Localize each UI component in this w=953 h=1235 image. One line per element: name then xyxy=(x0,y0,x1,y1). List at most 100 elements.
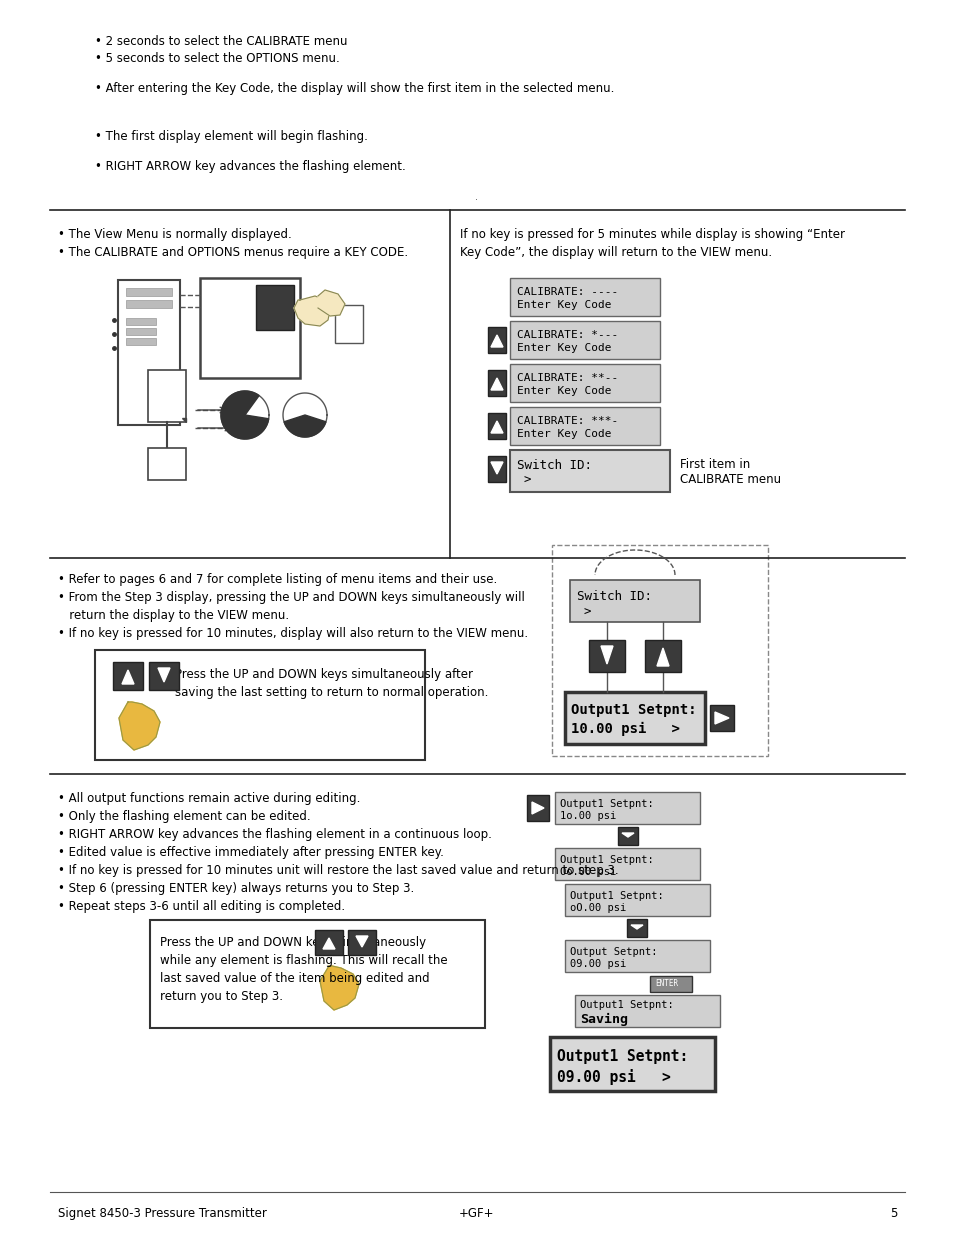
Bar xyxy=(148,448,186,480)
Text: Enter Key Code: Enter Key Code xyxy=(517,429,611,438)
Bar xyxy=(649,976,691,992)
Bar xyxy=(569,580,700,622)
Bar xyxy=(564,692,704,743)
Bar xyxy=(150,920,484,1028)
Text: Output Setpnt:: Output Setpnt: xyxy=(569,947,657,957)
Text: >: > xyxy=(583,606,591,619)
Polygon shape xyxy=(323,939,335,948)
Text: Output1 Setpnt:: Output1 Setpnt: xyxy=(571,703,696,718)
Text: First item in: First item in xyxy=(679,458,749,471)
Text: 09.00 psi   >: 09.00 psi > xyxy=(557,1070,670,1086)
Bar xyxy=(314,930,343,955)
Bar xyxy=(510,408,659,445)
Bar xyxy=(618,827,638,845)
Bar xyxy=(510,278,659,316)
Text: return you to Step 3.: return you to Step 3. xyxy=(160,990,283,1003)
Bar xyxy=(510,450,669,492)
Bar xyxy=(550,1037,714,1091)
Text: Output1 Setpnt:: Output1 Setpnt: xyxy=(557,1049,687,1065)
Text: CALIBRATE menu: CALIBRATE menu xyxy=(679,473,781,487)
Text: Oo.00 psi: Oo.00 psi xyxy=(559,867,616,877)
Bar xyxy=(126,300,172,308)
Polygon shape xyxy=(317,290,345,316)
Text: • The View Menu is normally displayed.: • The View Menu is normally displayed. xyxy=(58,228,292,241)
Polygon shape xyxy=(122,671,133,684)
Text: • After entering the Key Code, the display will show the first item in the selec: • After entering the Key Code, the displ… xyxy=(95,82,614,95)
Text: Press the UP and DOWN keys simultaneously: Press the UP and DOWN keys simultaneousl… xyxy=(160,936,426,948)
Polygon shape xyxy=(355,936,368,947)
Bar xyxy=(148,370,186,422)
Text: 10.00 psi   >: 10.00 psi > xyxy=(571,722,679,736)
Bar xyxy=(488,412,505,438)
Bar xyxy=(95,650,424,760)
Text: CALIBRATE: **--: CALIBRATE: **-- xyxy=(517,373,618,383)
Text: ENTER: ENTER xyxy=(655,979,678,988)
Bar xyxy=(510,364,659,403)
Bar xyxy=(709,705,733,731)
Text: Output1 Setpnt:: Output1 Setpnt: xyxy=(559,855,653,864)
Bar xyxy=(118,280,180,425)
Bar xyxy=(126,329,156,335)
Text: Output1 Setpnt:: Output1 Setpnt: xyxy=(579,1000,673,1010)
Polygon shape xyxy=(532,802,543,814)
Bar xyxy=(510,321,659,359)
Polygon shape xyxy=(182,417,186,422)
Polygon shape xyxy=(221,391,269,438)
Bar xyxy=(126,317,156,325)
Bar xyxy=(644,640,680,672)
Text: Enter Key Code: Enter Key Code xyxy=(517,343,611,353)
Text: Output1 Setpnt:: Output1 Setpnt: xyxy=(569,890,663,902)
Text: • Edited value is effective immediately after pressing ENTER key.: • Edited value is effective immediately … xyxy=(58,846,443,860)
Bar xyxy=(348,930,375,955)
Bar xyxy=(555,792,700,824)
Bar xyxy=(488,456,505,482)
Bar xyxy=(126,338,156,345)
Polygon shape xyxy=(119,701,160,750)
Text: Output1 Setpnt:: Output1 Setpnt: xyxy=(559,799,653,809)
Bar xyxy=(488,370,505,396)
Text: 09.00 psi: 09.00 psi xyxy=(569,960,625,969)
Text: • Refer to pages 6 and 7 for complete listing of menu items and their use.: • Refer to pages 6 and 7 for complete li… xyxy=(58,573,497,585)
Text: 1o.00 psi: 1o.00 psi xyxy=(559,811,616,821)
Text: Press the UP and DOWN keys simultaneously after: Press the UP and DOWN keys simultaneousl… xyxy=(174,668,473,680)
Text: saving the last setting to return to normal operation.: saving the last setting to return to nor… xyxy=(174,685,488,699)
Text: Enter Key Code: Enter Key Code xyxy=(517,387,611,396)
Text: CALIBRATE: *---: CALIBRATE: *--- xyxy=(517,330,618,340)
Bar xyxy=(112,662,143,690)
Text: If no key is pressed for 5 minutes while display is showing “Enter: If no key is pressed for 5 minutes while… xyxy=(459,228,844,241)
Text: • RIGHT ARROW key advances the flashing element.: • RIGHT ARROW key advances the flashing … xyxy=(95,161,405,173)
Text: • The CALIBRATE and OPTIONS menus require a KEY CODE.: • The CALIBRATE and OPTIONS menus requir… xyxy=(58,246,408,259)
Polygon shape xyxy=(284,415,326,437)
Text: • From the Step 3 display, pressing the UP and DOWN keys simultaneously will: • From the Step 3 display, pressing the … xyxy=(58,592,524,604)
Text: Switch ID:: Switch ID: xyxy=(517,459,592,472)
Text: return the display to the VIEW menu.: return the display to the VIEW menu. xyxy=(58,609,289,622)
Text: • If no key is pressed for 10 minutes unit will restore the last saved value and: • If no key is pressed for 10 minutes un… xyxy=(58,864,618,877)
Polygon shape xyxy=(491,378,502,390)
Text: Saving: Saving xyxy=(579,1013,627,1026)
Text: CALIBRATE: ----: CALIBRATE: ---- xyxy=(517,287,618,296)
Polygon shape xyxy=(294,296,330,326)
Polygon shape xyxy=(158,668,170,682)
Bar xyxy=(575,995,720,1028)
Text: • Only the flashing element can be edited.: • Only the flashing element can be edite… xyxy=(58,810,311,823)
Text: .: . xyxy=(475,191,478,203)
Polygon shape xyxy=(630,925,642,929)
Bar xyxy=(564,940,709,972)
Text: while any element is flashing. This will recall the: while any element is flashing. This will… xyxy=(160,953,447,967)
Text: 5: 5 xyxy=(890,1207,897,1220)
Text: CALIBRATE: ***-: CALIBRATE: ***- xyxy=(517,416,618,426)
Text: • 5 seconds to select the OPTIONS menu.: • 5 seconds to select the OPTIONS menu. xyxy=(95,52,339,65)
Text: • If no key is pressed for 10 minutes, display will also return to the VIEW menu: • If no key is pressed for 10 minutes, d… xyxy=(58,627,528,640)
Bar xyxy=(626,919,646,937)
Polygon shape xyxy=(714,713,728,724)
Text: • Repeat steps 3-6 until all editing is completed.: • Repeat steps 3-6 until all editing is … xyxy=(58,900,345,913)
Bar xyxy=(564,884,709,916)
Polygon shape xyxy=(491,421,502,433)
Bar xyxy=(526,795,548,821)
Polygon shape xyxy=(600,646,613,664)
Bar xyxy=(126,288,172,296)
Bar xyxy=(335,305,363,343)
Bar xyxy=(588,640,624,672)
Bar xyxy=(255,285,294,330)
Bar xyxy=(149,662,179,690)
